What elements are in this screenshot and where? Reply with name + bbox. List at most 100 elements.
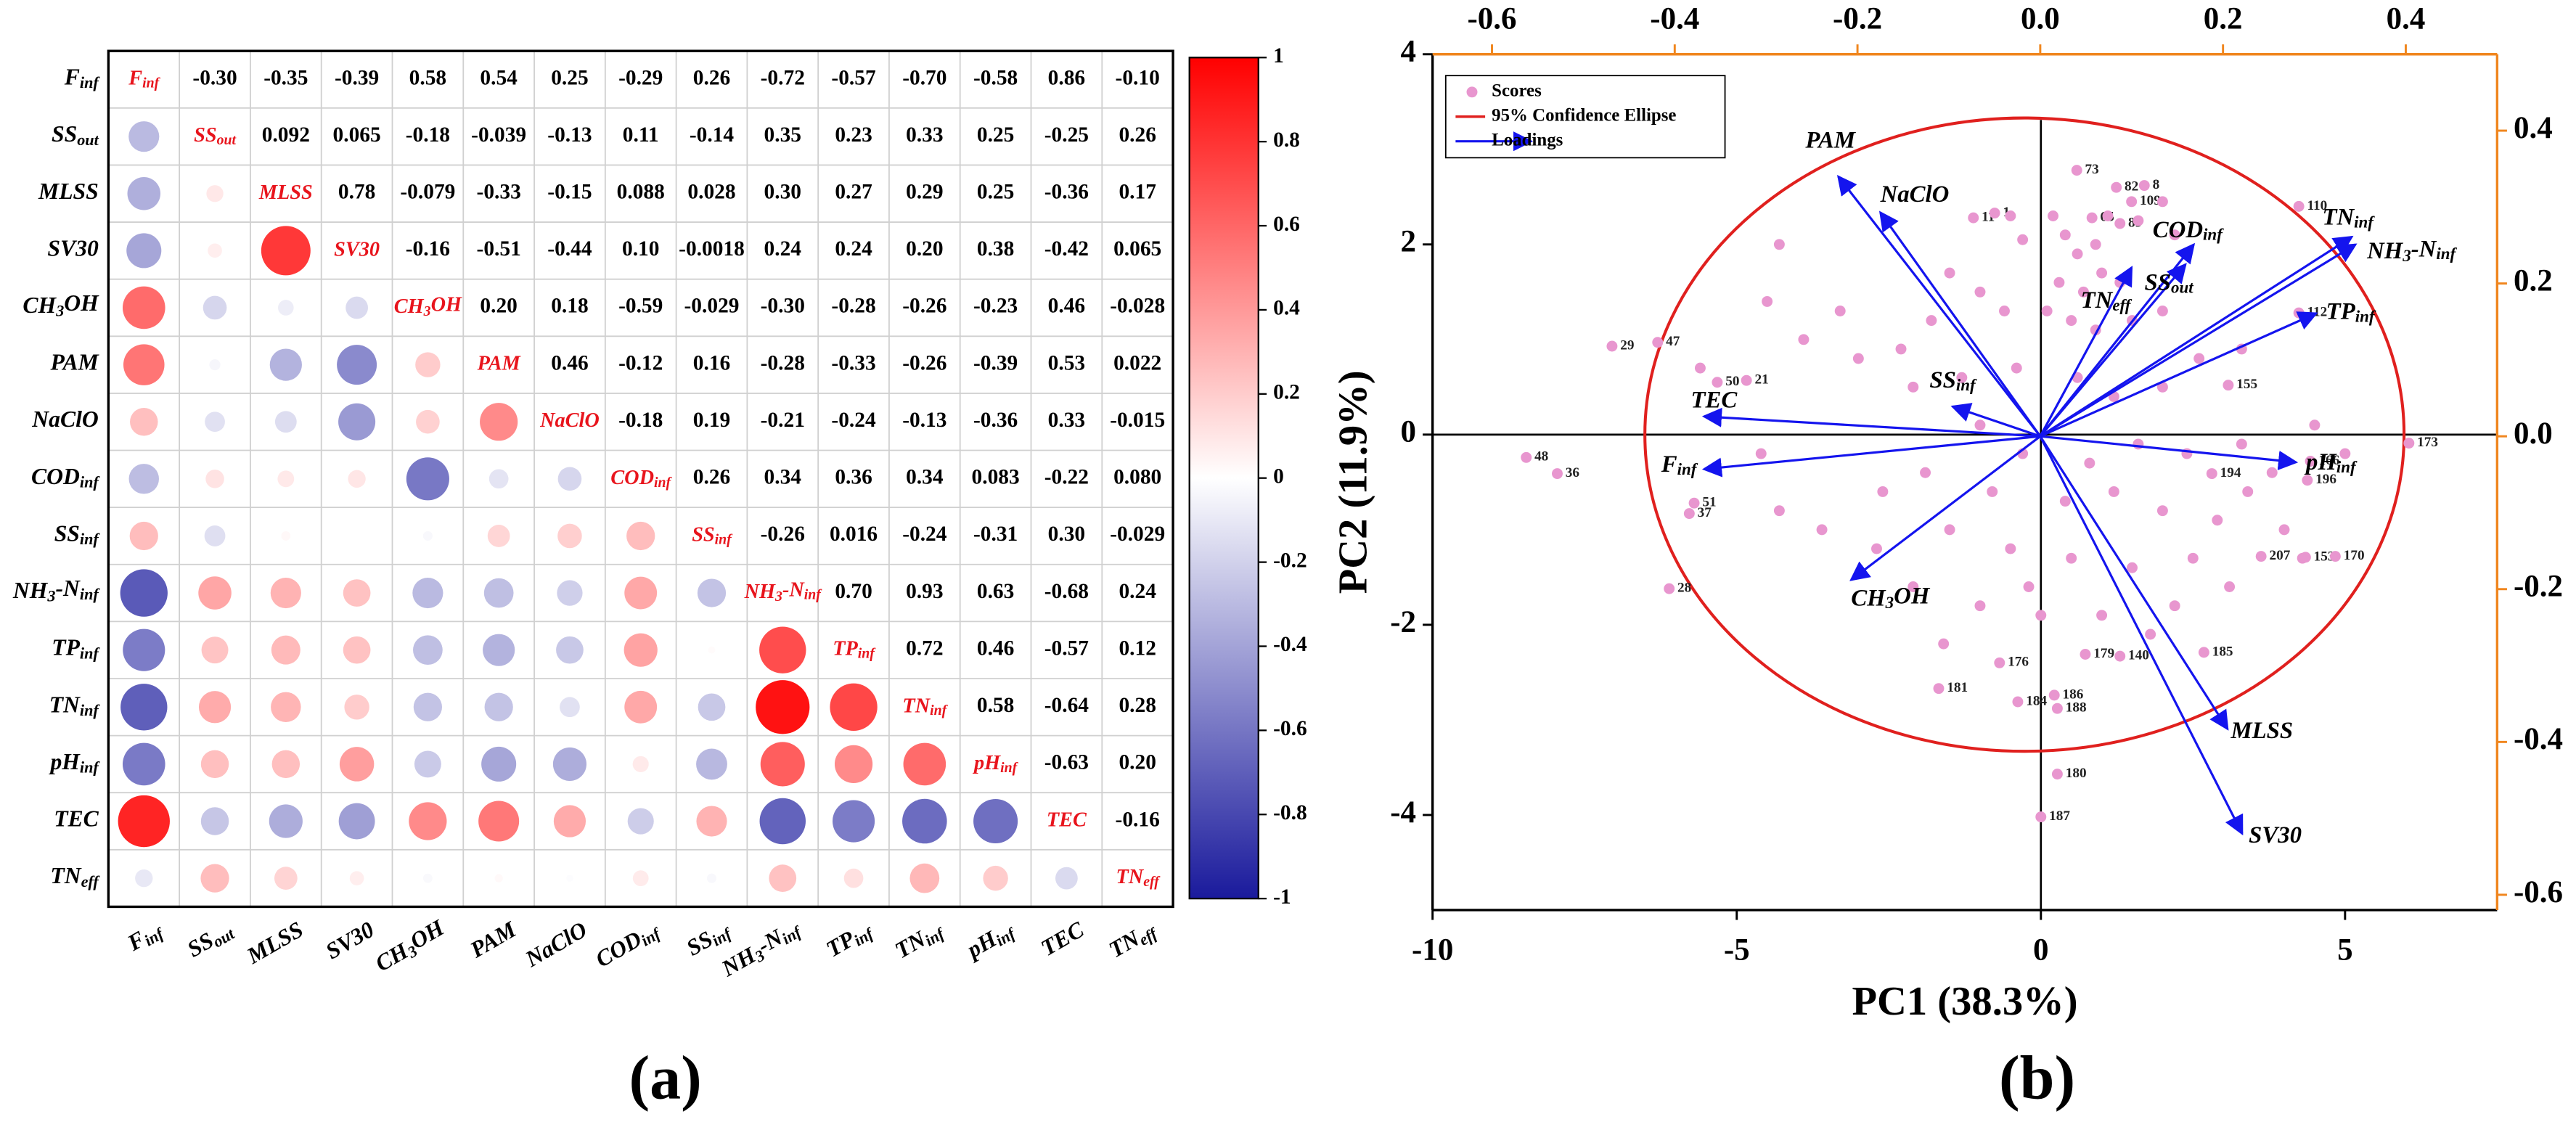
value-label: -0.029: [684, 295, 740, 318]
score-point: [2297, 552, 2308, 564]
value-label: -0.72: [761, 66, 805, 89]
loading-label: SV30: [2249, 822, 2302, 848]
label-subscript: 3: [774, 589, 782, 605]
correlation-circle: [494, 874, 503, 883]
correlation-circle: [697, 578, 727, 607]
score-point: [2266, 467, 2278, 478]
score-point: [2156, 306, 2168, 316]
correlation-circle: [344, 695, 369, 720]
score-point: [2035, 610, 2047, 621]
correlation-circle: [1055, 867, 1078, 890]
label-text: -N: [56, 576, 81, 601]
loading-label: CH3OH: [1851, 583, 1931, 613]
value-label: 0.12: [1119, 636, 1156, 660]
value-label: 0.25: [977, 181, 1014, 204]
value-label: 0.20: [906, 237, 943, 261]
label-text: TP: [52, 635, 80, 660]
value-label: -0.36: [973, 409, 1018, 432]
correlation-circle: [274, 411, 297, 433]
x2-tick-label: -0.4: [1650, 1, 1699, 36]
correlation-circle: [339, 747, 375, 782]
score-point: [2102, 210, 2114, 221]
score-point: [1664, 583, 1675, 594]
loading-label: Finf: [1661, 451, 1698, 478]
correlation-circle: [198, 576, 232, 610]
score-point: [2035, 811, 2047, 823]
label-subscript: inf: [654, 474, 673, 490]
correlation-circle: [483, 578, 514, 608]
value-label: -0.36: [1044, 181, 1089, 204]
value-label: -0.64: [1044, 694, 1089, 717]
correlation-circle: [708, 646, 716, 654]
value-label: 0.54: [480, 66, 518, 89]
correlation-circle: [416, 409, 440, 434]
row-label: Finf: [64, 65, 101, 91]
correlation-circle: [756, 680, 810, 734]
value-label: -0.16: [406, 237, 450, 261]
score-point: [1852, 353, 1864, 364]
column-label: CODinf: [592, 916, 665, 974]
diagonal-label: pHinf: [972, 751, 1019, 775]
value-label: -0.42: [1044, 237, 1089, 261]
correlation-circle: [627, 808, 654, 835]
label-text: CH: [1851, 585, 1886, 611]
score-point: [1920, 467, 1931, 478]
correlation-circle: [120, 569, 168, 617]
score-point: [2212, 515, 2223, 526]
diagonal-label: TPinf: [833, 637, 876, 661]
score-point: [2080, 649, 2091, 660]
score-point: [2066, 552, 2077, 564]
score-label: 166: [2318, 453, 2339, 468]
score-point: [2133, 215, 2144, 226]
correlation-circle: [126, 233, 162, 269]
y2-tick-label: -0.2: [2514, 570, 2563, 604]
correlation-circle: [409, 802, 447, 840]
score-label: 185: [2212, 644, 2233, 659]
column-label: Finf: [123, 916, 168, 958]
loading-arrow: [2039, 435, 2229, 731]
label-text: NaClO: [31, 406, 99, 432]
column-label: TNeff: [1105, 916, 1162, 965]
correlation-circle: [205, 411, 225, 433]
score-point: [2017, 234, 2029, 245]
correlation-circle: [208, 243, 222, 258]
correlation-circle: [557, 467, 582, 491]
label-text: SV30: [47, 236, 99, 261]
score-point: [2059, 229, 2071, 241]
colorbar-tick-label: 0: [1273, 464, 1284, 488]
column-label: TNinf: [891, 916, 949, 965]
correlation-circle: [566, 875, 573, 882]
score-point: [1741, 374, 1752, 386]
score-point: [2293, 200, 2305, 212]
diagonal-label: SSout: [194, 124, 236, 148]
value-label: 0.93: [906, 580, 943, 603]
correlation-circle: [481, 746, 517, 782]
row-label: pHinf: [48, 749, 100, 776]
score-point: [2187, 552, 2199, 564]
y-axis-title: PC2 (11.9%): [1331, 370, 1376, 594]
correlation-circle: [833, 800, 875, 843]
label-subscript: inf: [80, 701, 100, 719]
confidence-ellipse: [1643, 116, 2406, 753]
label-text: F: [128, 67, 142, 89]
value-label: 0.27: [835, 181, 872, 204]
score-point: [1895, 343, 1907, 355]
value-label: 0.10: [622, 237, 659, 261]
correlation-circle: [269, 348, 302, 381]
label-text: TP: [2326, 298, 2356, 324]
score-point: [2126, 196, 2138, 208]
value-label: 0.35: [764, 123, 801, 147]
y-tick-label: 4: [1401, 35, 1417, 69]
value-label: -0.26: [902, 295, 946, 318]
row-label: CODinf: [31, 464, 100, 491]
value-label: 0.24: [1119, 580, 1156, 603]
value-label: 0.065: [333, 123, 381, 147]
correlation-circle: [269, 804, 303, 838]
value-label: -0.35: [263, 66, 308, 89]
label-subscript: 3: [2402, 247, 2411, 265]
label-text: NaClO: [539, 409, 600, 432]
value-label: -0.18: [618, 409, 663, 432]
diagonal-label: PAM: [477, 352, 521, 374]
label-text: SS: [194, 124, 216, 147]
